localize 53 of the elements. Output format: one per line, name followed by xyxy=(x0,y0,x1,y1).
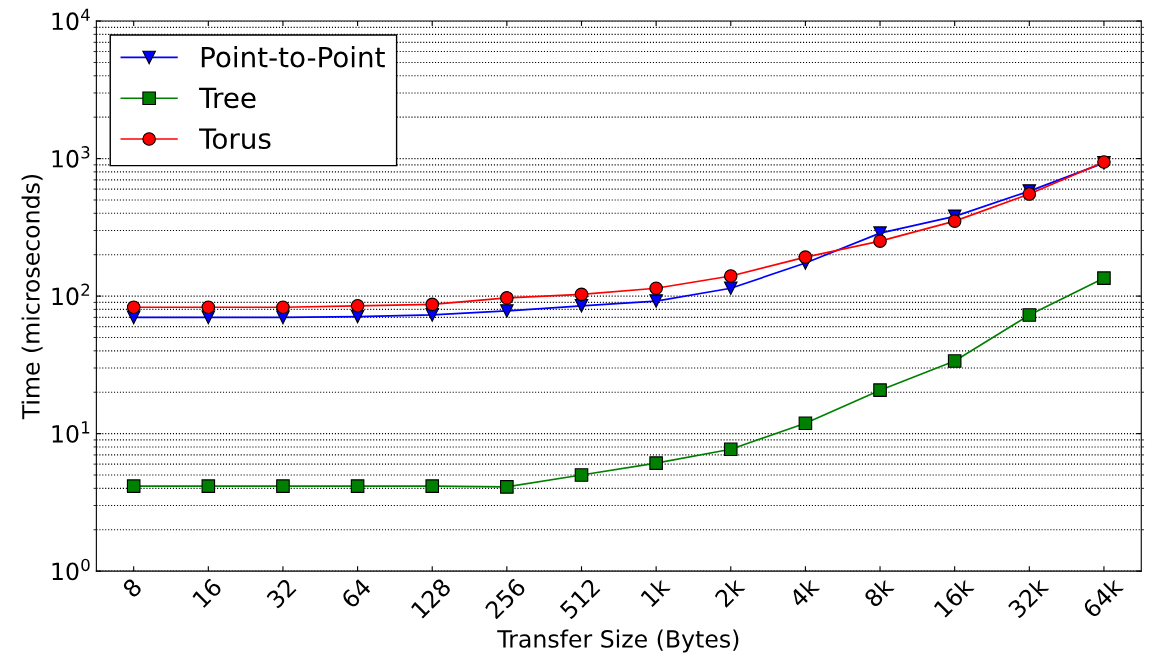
x-tick-label: 64 xyxy=(340,577,373,610)
point xyxy=(574,468,589,482)
point xyxy=(350,299,365,313)
x-tick-label: 1k xyxy=(639,576,671,608)
y-tick-label: 10$^{0}$ xyxy=(52,558,90,581)
x-tick-label: 512 xyxy=(559,577,601,620)
point xyxy=(500,291,514,305)
point xyxy=(1097,271,1111,285)
point xyxy=(500,480,514,494)
point xyxy=(649,456,663,470)
point xyxy=(723,442,738,457)
legend-label: Tree xyxy=(199,87,256,109)
y-tick-label: 10$^{3}$ xyxy=(52,146,90,168)
x-tick-label: 16 xyxy=(191,577,223,609)
point xyxy=(947,354,962,368)
point xyxy=(947,214,962,228)
x-tick-label: 64k xyxy=(1081,576,1125,619)
x-tick-label: 128 xyxy=(410,577,452,619)
y-axis-title: Time (microseconds) xyxy=(21,174,43,420)
point xyxy=(723,281,738,296)
point xyxy=(873,234,887,248)
x-tick-label: 32k xyxy=(1007,576,1050,619)
y-tick-label: 10$^{1}$ xyxy=(52,421,90,443)
point xyxy=(201,479,216,493)
point xyxy=(649,294,663,308)
point xyxy=(873,383,887,397)
x-tick-label: 2k xyxy=(713,576,746,608)
point xyxy=(276,479,290,493)
point xyxy=(425,479,440,493)
point xyxy=(798,416,813,431)
point xyxy=(723,269,738,283)
legend-label: Torus xyxy=(199,128,271,150)
x-tick-label: 4k xyxy=(787,576,821,609)
point xyxy=(574,287,589,302)
point xyxy=(276,300,290,315)
x-tick-label: 8k xyxy=(862,576,895,609)
x-tick-label: 256 xyxy=(484,577,527,620)
y-tick-label: 10$^{2}$ xyxy=(52,283,90,306)
point xyxy=(350,479,365,493)
legend-label: Point-to-Point xyxy=(201,46,385,68)
point xyxy=(425,297,440,312)
x-tick-label: 32 xyxy=(265,577,297,609)
point xyxy=(126,300,141,315)
x-axis-title: Transfer Size (Bytes) xyxy=(497,629,739,653)
point xyxy=(1022,308,1037,322)
point xyxy=(649,281,663,296)
point xyxy=(201,300,216,315)
point xyxy=(500,304,514,318)
x-tick-label: 8 xyxy=(121,577,143,599)
point xyxy=(798,250,813,264)
x-tick-label: 16k xyxy=(932,576,975,619)
point xyxy=(126,479,141,493)
y-tick-label: 10$^{4}$ xyxy=(52,8,90,31)
